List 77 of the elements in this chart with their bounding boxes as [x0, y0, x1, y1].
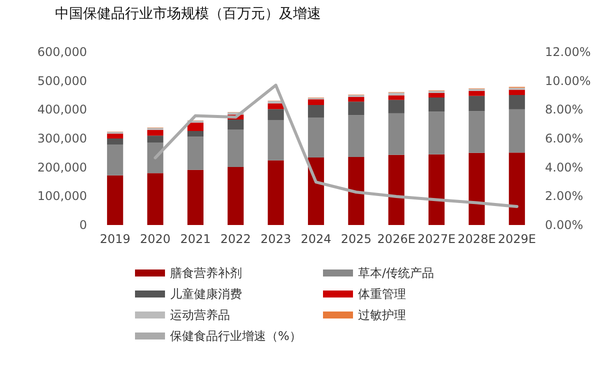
bar — [308, 158, 324, 225]
bar — [348, 115, 364, 157]
bar — [388, 113, 404, 155]
x-tick-label: 2021 — [180, 232, 211, 246]
bar — [388, 92, 404, 96]
x-tick-label: 2025 — [340, 232, 372, 246]
y-tick-label: 100,000 — [37, 189, 87, 204]
x-tick-label: 2023 — [260, 232, 292, 246]
y-tick-label: 400,000 — [37, 102, 87, 117]
bar — [348, 96, 364, 102]
y-tick-label: 500,000 — [37, 74, 87, 88]
x-tick-label: 2029E — [498, 232, 536, 246]
bar — [348, 156, 364, 225]
y2-tick-label: 4.00% — [545, 160, 584, 174]
bar — [107, 144, 124, 176]
bar — [508, 152, 525, 225]
legend-label: 保健食品行业增速（%） — [170, 329, 302, 343]
legend-label: 草本/传统产品 — [358, 266, 434, 280]
chart-title: 中国保健品行业市场规模（百万元）及增速 — [55, 6, 321, 22]
bar — [147, 136, 164, 143]
bar — [228, 167, 244, 225]
legend-label: 运动营养品 — [170, 308, 230, 322]
bar — [428, 154, 445, 225]
y2-tick-label: 0.00% — [545, 218, 584, 232]
bar — [107, 175, 124, 225]
bar — [107, 134, 124, 138]
x-tick-label: 2020 — [140, 232, 171, 246]
y-tick-label: 200,000 — [37, 160, 87, 174]
x-tick-label: 2027E — [417, 232, 456, 246]
legend-label: 过敏护理 — [358, 308, 406, 322]
x-tick-label: 2026E — [377, 232, 416, 246]
bar — [348, 102, 364, 116]
y2-tick-label: 6.00% — [545, 132, 584, 146]
bar — [268, 120, 284, 160]
bar — [428, 112, 445, 154]
x-tick-label: 2028E — [458, 232, 496, 246]
bar — [147, 173, 164, 225]
bar — [468, 152, 485, 225]
legend-label: 膳食营养补剂 — [170, 266, 242, 280]
bar — [308, 105, 324, 118]
bar — [187, 131, 204, 137]
y-tick-label: 0 — [79, 218, 87, 232]
bar — [388, 154, 404, 225]
bar — [428, 92, 445, 98]
legend-label: 体重管理 — [358, 287, 406, 301]
bar — [508, 109, 525, 153]
bar — [187, 136, 204, 170]
x-tick-label: 2024 — [300, 232, 332, 246]
bar — [388, 96, 404, 100]
bar — [468, 96, 485, 112]
bar — [228, 130, 244, 168]
bar — [468, 111, 485, 153]
bar — [268, 160, 284, 225]
bar — [508, 94, 525, 110]
bar — [187, 170, 204, 225]
y-tick-label: 600,000 — [37, 45, 87, 59]
bar — [468, 90, 485, 96]
bar — [308, 99, 324, 106]
y-tick-label: 300,000 — [37, 132, 87, 146]
x-tick-label: 2022 — [220, 232, 251, 246]
bar — [268, 109, 284, 120]
bar — [308, 117, 324, 158]
bar — [107, 138, 124, 145]
y2-tick-label: 12.00% — [545, 45, 591, 59]
bar — [228, 119, 244, 130]
bar — [187, 122, 204, 132]
bar — [147, 142, 164, 174]
bar — [428, 98, 445, 112]
line-series — [154, 84, 518, 208]
x-tick-label: 2019 — [100, 232, 130, 246]
bar — [147, 130, 164, 136]
y2-tick-label: 10.00% — [545, 74, 591, 88]
y2-tick-label: 2.00% — [545, 189, 584, 204]
bar — [508, 90, 525, 95]
bar — [388, 100, 404, 114]
y2-tick-label: 8.00% — [545, 102, 584, 117]
legend-label: 儿童健康消费 — [170, 287, 242, 301]
